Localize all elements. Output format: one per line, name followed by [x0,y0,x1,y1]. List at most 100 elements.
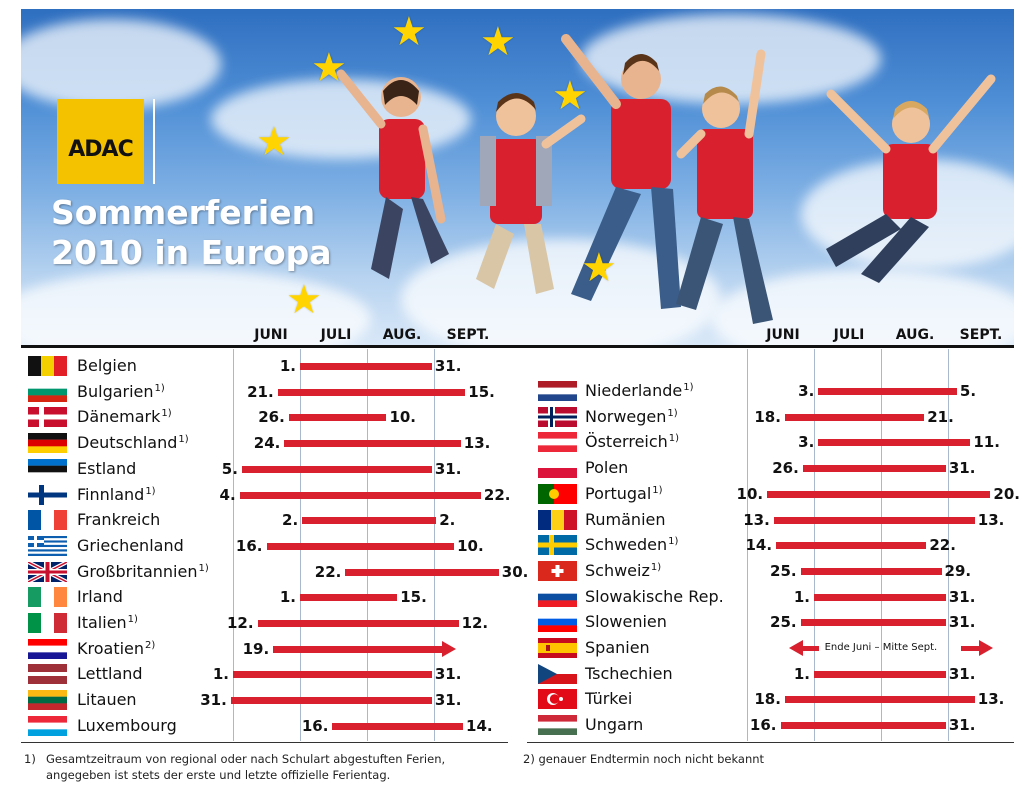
end-day-label: 10. [389,408,417,427]
country-name: Irland [77,587,123,607]
end-day-label: 15. [468,382,495,401]
end-day-label: 31. [948,459,976,478]
country-flag-icon [28,484,67,505]
end-day-label: 22. [929,536,956,555]
start-day-label: 16. [301,716,329,735]
end-day-label: 20. [993,484,1020,503]
start-day-label: 2. [282,511,299,530]
start-day-label: 18. [754,690,781,709]
holiday-bar [814,670,946,678]
country-name-text: Türkei [585,689,633,709]
jumping-child-figure [476,93,586,294]
start-day-label: 1. [793,587,810,606]
country-flag-icon [538,483,577,504]
country-name: Slowakische Rep. [585,587,724,607]
end-day-label: 12. [461,614,489,632]
country-name: Bulgarien1) [77,382,165,402]
country-flag-icon [28,587,68,608]
country-name: Litauen [77,690,137,710]
holiday-bar [767,490,991,498]
country-name: Großbritannien1) [77,562,209,582]
month-header: SEPT. [446,327,490,343]
end-day-label: 31. [434,691,462,710]
country-name-text: Deutschland [77,433,178,453]
country-name-text: Schweden [585,535,668,555]
holiday-bar [241,465,432,473]
holiday-bar [302,517,437,525]
holiday-bar [818,439,971,447]
country-name-text: Bulgarien [77,381,154,401]
start-day-label: 1. [212,665,229,684]
start-day-label: 3. [798,382,815,400]
end-day-label: 13. [977,690,1005,709]
end-day-label: 31. [434,357,462,375]
country-flag-icon [28,664,67,685]
footnote-marker: 1) [178,434,189,446]
footnote-marker: 2) [145,639,156,651]
country-name-text: Griechenland [77,535,184,555]
holiday-bar [780,722,946,730]
end-day-label: 31. [948,587,976,606]
footnote-marker: 1) [127,614,138,625]
country-name-text: Slowakische Rep. [585,586,724,606]
start-day-label: 19. [242,639,270,658]
footnote-marker: 1) [154,382,165,394]
holiday-bar [288,414,387,422]
start-day-label: 26. [258,408,285,427]
eu-star-icon: ★ [552,73,588,119]
country-name: Rumänien [585,510,666,530]
country-flag-icon [28,510,68,531]
month-header: JULI [320,327,352,343]
country-flag-icon [538,638,577,658]
arrow-right-icon [979,640,994,656]
footnote-marker: 1) [667,407,678,419]
footnote-marker: 1) [650,561,662,573]
adac-logo: ADAC [57,99,144,184]
country-name-text: Lettland [77,664,143,684]
start-day-label: 10. [736,484,764,503]
country-name-text: Österreich [585,432,668,452]
eu-star-icon: ★ [311,45,347,91]
holiday-bar [230,697,432,705]
holiday-bar [300,594,398,602]
eu-star-icon: ★ [286,277,322,323]
start-day-label: 4. [219,485,236,504]
country-flag-icon [538,586,577,607]
country-flag-icon [538,432,577,453]
holiday-bar [345,568,499,576]
month-header: AUG. [895,327,935,343]
holiday-bar [776,542,927,550]
month-header: JULI [833,327,865,343]
holiday-bar [784,413,925,421]
holiday-bar [239,491,481,499]
end-day-label: 30. [501,562,529,581]
cloud [21,19,221,109]
country-name-text: Polen [585,458,629,478]
country-name-text: Niederlande [585,381,683,400]
end-day-label: 22. [483,485,511,504]
start-day-label: 21. [247,382,274,401]
country-name: Finnland1) [77,485,156,505]
country-name-text: Finnland [77,484,145,504]
start-day-label: 16. [749,716,777,735]
country-name-text: Belgien [77,356,137,375]
country-name: Lettland [77,664,143,684]
month-header: JUNI [254,327,288,343]
country-flag-icon [538,663,577,684]
holiday-bar [277,388,466,396]
start-day-label: 25. [770,561,797,580]
country-name: Tschechien [585,664,673,684]
end-day-label: 13. [977,510,1005,529]
country-flag-icon [538,689,577,710]
country-flag-icon [28,356,68,376]
holiday-range-text: Ende Juni – Mitte Sept. [824,642,938,653]
jumping-child-figure [336,69,449,279]
country-name-text: Portugal [585,483,652,503]
start-day-label: 1. [279,357,296,375]
country-name-text: Slowenien [585,612,667,632]
country-name: Türkei [585,689,632,709]
country-name-text: Rumänien [585,509,666,529]
start-day-label: 5. [221,459,238,478]
country-name-text: Italien [77,613,127,632]
country-name-text: Estland [77,458,137,478]
